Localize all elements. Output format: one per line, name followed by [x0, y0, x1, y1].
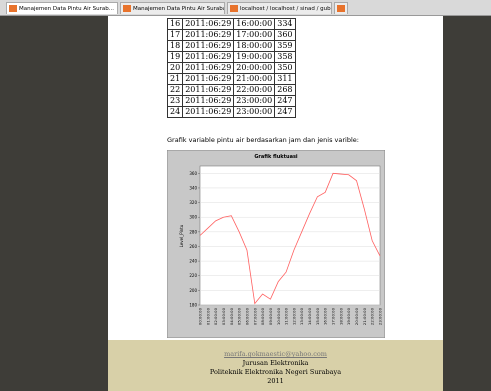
- table-row: 19 2011:06:29 19:00:00 358: [166, 51, 296, 63]
- tab[interactable]: Manajemen Data Pintu Air Surab...: [6, 2, 118, 14]
- table-cell: 311: [274, 73, 296, 85]
- x-tick-label: 14:00:00: [307, 307, 312, 325]
- x-tick-label: 19:00:00: [346, 307, 351, 325]
- x-tick-label: 06:00:00: [244, 307, 249, 325]
- table-cell: 19: [166, 51, 184, 63]
- tab[interactable]: Manajemen Data Pintu Air Surabaya: [120, 2, 225, 14]
- email-link[interactable]: marifa.gokmaestic@yahoo.com: [224, 350, 327, 358]
- x-tick-label: 05:00:00: [237, 307, 242, 325]
- x-tick-label: 22:00:00: [370, 307, 375, 325]
- table-cell: 18: [166, 40, 184, 52]
- table-cell: 22:00:00: [233, 84, 276, 96]
- table-cell: 2011:06:29: [182, 62, 235, 74]
- x-tick-label: 10:00:00: [276, 307, 281, 325]
- x-tick-label: 07:00:00: [252, 307, 257, 325]
- table-cell: 2011:06:29: [182, 51, 235, 63]
- right-panel: [443, 16, 491, 391]
- table-row: 20 2011:06:29 20:00:00 350: [166, 62, 296, 74]
- table-cell: 268: [274, 84, 296, 96]
- table-cell: 360: [274, 29, 296, 41]
- y-tick-label: 280: [189, 229, 197, 234]
- table-cell: 21:00:00: [233, 73, 276, 85]
- y-tick-label: 300: [189, 215, 197, 220]
- tab[interactable]: localhost / localhost / sinad / gubeng |…: [227, 2, 332, 14]
- table-cell: 19:00:00: [233, 51, 276, 63]
- table-cell: 2011:06:29: [182, 84, 235, 96]
- table-cell: 358: [274, 51, 296, 63]
- table-cell: 17:00:00: [233, 29, 276, 41]
- y-tick-label: 240: [189, 259, 197, 264]
- footer-line: Politeknik Elektronika Negeri Surabaya: [209, 368, 342, 376]
- table-cell: 2011:06:29: [182, 40, 235, 52]
- table-row: 18 2011:06:29 18:00:00 359: [166, 40, 296, 52]
- x-tick-label: 12:00:00: [291, 307, 296, 325]
- table-cell: 247: [274, 106, 296, 118]
- table-cell: 2011:06:29: [182, 106, 235, 118]
- x-tick-label: 23:00:00: [378, 307, 383, 325]
- footer-line: 2011: [267, 377, 284, 385]
- y-tick-label: 320: [189, 200, 197, 205]
- x-tick-label: 20:00:00: [354, 307, 359, 325]
- chart-title: Grafik fluktuasi: [254, 154, 298, 160]
- table-cell: 23:00:00: [233, 95, 276, 107]
- table-cell: 16:00:00: [233, 18, 276, 30]
- caption: Grafik variable pintu air berdasarkan ja…: [167, 136, 359, 144]
- x-tick-label: 18:00:00: [338, 307, 343, 325]
- y-axis-label: Level_Pintu: [179, 224, 184, 247]
- series-line: [199, 172, 381, 305]
- x-tick-label: 01:00:00: [205, 307, 210, 325]
- table-cell: 20: [166, 62, 184, 74]
- table-cell: 247: [274, 95, 296, 107]
- x-tick-label: 16:00:00: [323, 307, 328, 325]
- table-row: 22 2011:06:29 22:00:00 268: [166, 84, 296, 96]
- y-tick-label: 200: [189, 288, 197, 293]
- y-tick-label: 360: [189, 171, 197, 176]
- x-tick-label: 02:00:00: [213, 307, 218, 325]
- table-cell: 2011:06:29: [182, 18, 235, 30]
- x-tick-label: 17:00:00: [331, 307, 336, 325]
- table-row: 23 2011:06:29 23:00:00 247: [166, 95, 296, 107]
- table-cell: 17: [166, 29, 184, 41]
- x-tick-label: 11:00:00: [284, 307, 289, 325]
- tab-bar: Manajemen Data Pintu Air Surab... Manaje…: [0, 0, 491, 16]
- table-row: 17 2011:06:29 17:00:00 360: [166, 29, 296, 41]
- table-cell: 23: [166, 95, 184, 107]
- y-tick-label: 260: [189, 244, 197, 249]
- table-cell: 2011:06:29: [182, 29, 235, 41]
- data-table: 16 2011:06:29 16:00:00 334 17 2011:06:29 17:00…: [166, 18, 296, 118]
- footer: marifa.gokmaestic@yahoo.com Jurusan Elek…: [108, 340, 443, 391]
- table-cell: 334: [274, 18, 296, 30]
- x-tick-label: 00:00:00: [198, 307, 203, 325]
- table-cell: 2011:06:29: [182, 73, 235, 85]
- x-tick-label: 04:00:00: [229, 307, 234, 325]
- footer-line: Jurusan Elektronika: [242, 359, 309, 367]
- table-cell: 2011:06:29: [182, 95, 235, 107]
- left-panel: [0, 16, 108, 391]
- table-cell: 24: [166, 106, 184, 118]
- table-cell: 21: [166, 73, 184, 85]
- plot-area: [199, 165, 381, 306]
- y-tick-label: 340: [189, 185, 197, 190]
- table-cell: 22: [166, 84, 184, 96]
- table-cell: 350: [274, 62, 296, 74]
- x-tick-label: 15:00:00: [315, 307, 320, 325]
- table-row: 16 2011:06:29 16:00:00 334: [166, 18, 296, 30]
- table-cell: 16: [166, 18, 184, 30]
- x-tick-label: 09:00:00: [268, 307, 273, 325]
- table-row: 21 2011:06:29 21:00:00 311: [166, 73, 296, 85]
- x-tick-label: 03:00:00: [221, 307, 226, 325]
- x-tick-label: 13:00:00: [299, 307, 304, 325]
- table-cell: 23:00:00: [233, 106, 276, 118]
- chart: Grafik fluktuasi Level_Pintu 180 200 220 24…: [167, 150, 385, 338]
- new-tab[interactable]: +: [334, 2, 348, 14]
- y-tick-label: 220: [189, 273, 197, 278]
- table-cell: 359: [274, 40, 296, 52]
- x-tick-label: 08:00:00: [260, 307, 265, 325]
- table-cell: 20:00:00: [233, 62, 276, 74]
- table-cell: 18:00:00: [233, 40, 276, 52]
- y-tick-label: 180: [189, 303, 197, 308]
- x-tick-label: 21:00:00: [362, 307, 367, 325]
- table-row: 24 2011:06:29 23:00:00 247: [166, 106, 296, 118]
